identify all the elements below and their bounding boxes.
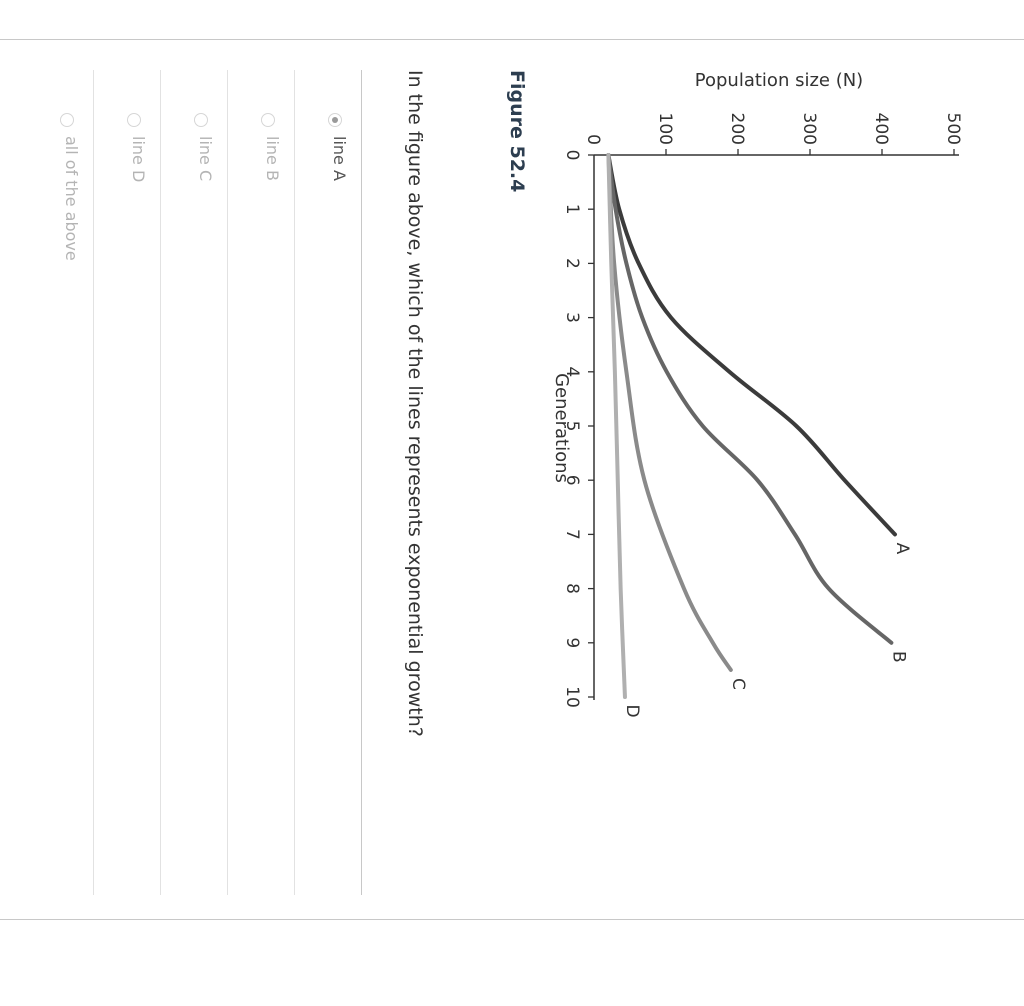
series-label-a: A (892, 543, 912, 555)
chart-axes (593, 154, 959, 700)
top-divider (0, 39, 1024, 40)
option-line-b[interactable]: line B (228, 70, 295, 895)
option-line-a[interactable]: line A (295, 70, 362, 895)
y-tick-label: 300 (799, 113, 819, 145)
bottom-divider (0, 919, 1024, 920)
chart-lines (606, 153, 897, 699)
x-tick-label: 9 (562, 637, 582, 648)
option-line-d[interactable]: line D (94, 70, 161, 895)
option-label: line B (263, 136, 282, 181)
figure-title: Figure 52.4 (506, 70, 528, 193)
option-all-of-the-above[interactable]: all of the above (27, 70, 94, 895)
series-line-b (606, 153, 894, 645)
y-axis-label: Population size (N) (695, 70, 863, 91)
series-label-d: D (622, 704, 642, 717)
radio-icon[interactable] (194, 113, 208, 127)
option-line-c[interactable]: line C (161, 70, 228, 895)
series-line-a (606, 153, 897, 537)
question-text: In the figure above, which of the lines … (404, 70, 426, 737)
x-tick-label: 0 (562, 150, 582, 161)
answer-options: line A line B line C line D all of the a… (27, 70, 362, 895)
y-tick-label: 0 (583, 134, 603, 145)
x-tick-label: 1 (562, 204, 582, 215)
x-tick-label: 3 (562, 312, 582, 323)
x-tick-label: 10 (562, 686, 582, 708)
y-tick-label: 400 (871, 113, 891, 145)
radio-icon[interactable] (261, 113, 275, 127)
option-label: all of the above (62, 136, 81, 261)
x-tick-label: 2 (562, 258, 582, 269)
radio-icon[interactable] (60, 113, 74, 127)
x-tick-label: 7 (562, 529, 582, 540)
radio-icon[interactable] (328, 113, 342, 127)
y-tick-label: 500 (943, 113, 963, 145)
series-label-c: C (728, 678, 748, 690)
y-tick-label: 100 (655, 113, 675, 145)
series-label-b: B (888, 651, 908, 663)
x-tick-label: 5 (562, 421, 582, 432)
radio-icon[interactable] (127, 113, 141, 127)
series-line-d (606, 153, 627, 699)
y-tick-label: 200 (727, 113, 747, 145)
series-line-c (606, 153, 733, 672)
x-axis-label: Generations (554, 373, 572, 483)
x-tick-label: 6 (562, 475, 582, 486)
x-tick-label: 4 (562, 366, 582, 377)
option-label: line C (196, 136, 215, 182)
option-label: line D (129, 136, 148, 183)
x-tick-label: 8 (562, 583, 582, 594)
option-label: line A (330, 136, 349, 181)
chart-series-labels: A B C D (622, 543, 912, 718)
